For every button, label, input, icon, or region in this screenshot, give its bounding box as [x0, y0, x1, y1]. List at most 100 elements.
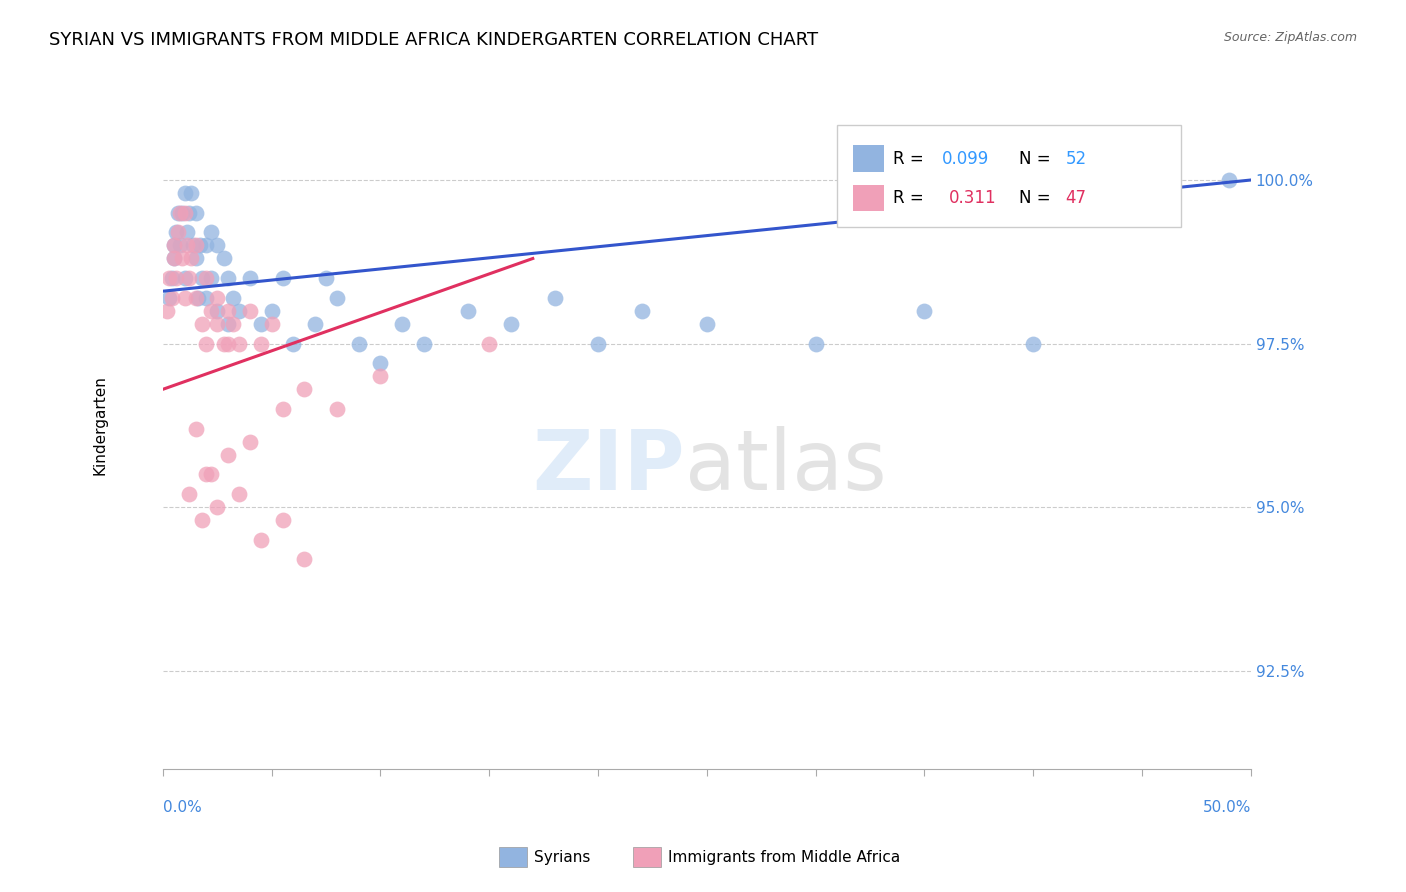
Point [221, 317, 243, 331]
Text: R =: R = [893, 150, 929, 168]
Point [221, 291, 243, 305]
Point [207, 291, 229, 305]
Point [315, 271, 337, 285]
Point [184, 252, 207, 266]
Text: Syrians: Syrians [534, 850, 591, 864]
Point [195, 238, 218, 252]
Point [200, 225, 222, 239]
Point [176, 238, 198, 252]
Point [177, 487, 200, 501]
Point [169, 205, 191, 219]
Point [283, 336, 305, 351]
Point [804, 336, 827, 351]
Point [271, 401, 294, 416]
Point [326, 291, 349, 305]
Point [207, 500, 229, 514]
Point [167, 225, 190, 239]
Point [173, 291, 195, 305]
Point [478, 336, 501, 351]
Point [177, 205, 200, 219]
Point [184, 421, 207, 435]
Point [195, 467, 218, 482]
Point [169, 238, 191, 252]
Point [184, 291, 207, 305]
Text: 50.0%: 50.0% [1202, 799, 1251, 814]
Point [217, 336, 239, 351]
Point [157, 271, 180, 285]
Point [157, 291, 180, 305]
Point [188, 238, 211, 252]
Point [184, 238, 207, 252]
Text: 0.099: 0.099 [942, 150, 990, 168]
Point [260, 303, 283, 318]
Point [1218, 173, 1240, 187]
Point [207, 238, 229, 252]
Point [172, 205, 194, 219]
Text: 0.0%: 0.0% [163, 799, 201, 814]
Point [173, 271, 195, 285]
Point [191, 317, 214, 331]
Text: Source: ZipAtlas.com: Source: ZipAtlas.com [1223, 31, 1357, 45]
Point [696, 317, 718, 331]
Point [292, 552, 315, 566]
Text: N =: N = [1019, 189, 1056, 207]
Point [260, 317, 283, 331]
Point [630, 303, 652, 318]
Point [180, 186, 202, 200]
Point [212, 252, 235, 266]
Point [239, 434, 262, 449]
Point [271, 513, 294, 527]
Point [176, 225, 198, 239]
Point [173, 205, 195, 219]
Point [1022, 336, 1045, 351]
Point [249, 336, 271, 351]
Point [391, 317, 413, 331]
Point [180, 252, 202, 266]
Point [195, 336, 218, 351]
Point [195, 291, 218, 305]
Point [187, 291, 209, 305]
Point [165, 225, 187, 239]
Point [217, 317, 239, 331]
Point [413, 336, 436, 351]
Point [207, 303, 229, 318]
Text: Immigrants from Middle Africa: Immigrants from Middle Africa [668, 850, 900, 864]
Point [239, 303, 262, 318]
Point [163, 238, 186, 252]
Text: 52: 52 [1066, 150, 1087, 168]
Point [163, 252, 186, 266]
Point [177, 271, 200, 285]
Point [173, 186, 195, 200]
Point [195, 271, 218, 285]
Point [271, 271, 294, 285]
Point [499, 317, 522, 331]
Point [912, 303, 935, 318]
Y-axis label: Kindergarten: Kindergarten [93, 376, 107, 475]
Point [183, 238, 205, 252]
Text: SYRIAN VS IMMIGRANTS FROM MIDDLE AFRICA KINDERGARTEN CORRELATION CHART: SYRIAN VS IMMIGRANTS FROM MIDDLE AFRICA … [49, 31, 818, 49]
Point [239, 271, 262, 285]
Point [200, 271, 222, 285]
Point [228, 303, 250, 318]
Point [167, 205, 190, 219]
Point [326, 401, 349, 416]
Text: N =: N = [1019, 150, 1056, 168]
Point [212, 336, 235, 351]
Point [200, 467, 222, 482]
Point [200, 303, 222, 318]
Point [160, 291, 183, 305]
Point [191, 271, 214, 285]
Text: 0.311: 0.311 [949, 189, 997, 207]
Point [292, 382, 315, 396]
Point [228, 336, 250, 351]
Point [249, 533, 271, 547]
Point [165, 271, 187, 285]
Point [184, 205, 207, 219]
Point [163, 252, 186, 266]
Text: 47: 47 [1066, 189, 1087, 207]
Point [347, 336, 370, 351]
Text: ZIP: ZIP [533, 426, 685, 507]
Point [217, 303, 239, 318]
Point [543, 291, 565, 305]
Point [228, 487, 250, 501]
